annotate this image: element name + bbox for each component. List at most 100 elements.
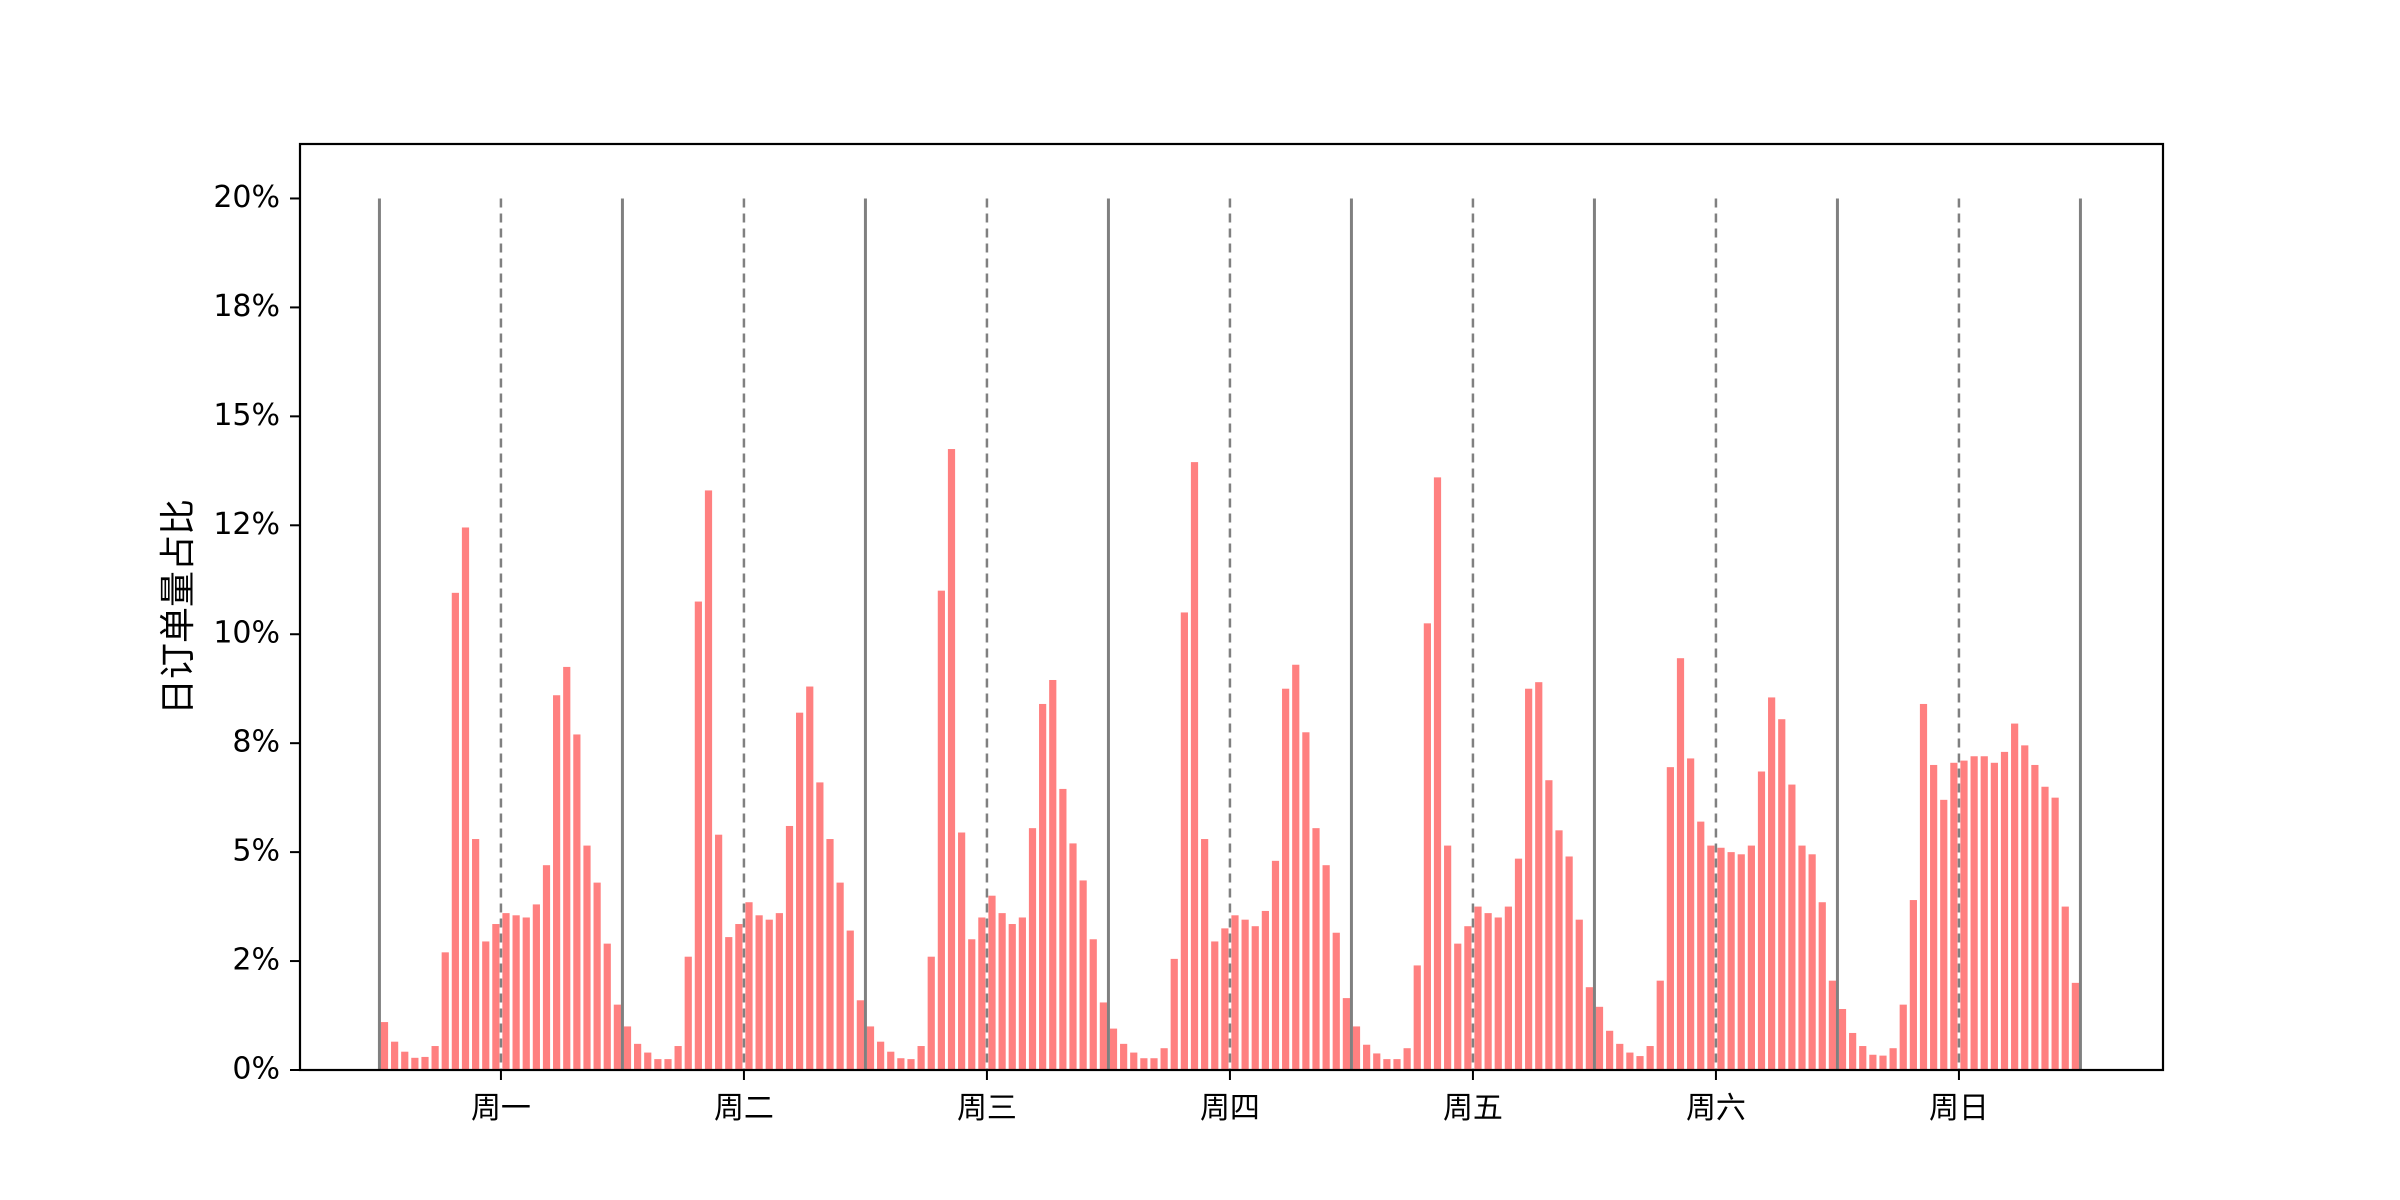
bar-周五-h7 bbox=[1423, 623, 1431, 1070]
bar-周三-h13 bbox=[998, 913, 1006, 1070]
bar-周四-h21 bbox=[1322, 865, 1330, 1070]
bar-周三-h14 bbox=[1008, 924, 1016, 1070]
bar-周三-h4 bbox=[907, 1059, 915, 1070]
bar-周六-h14 bbox=[1737, 854, 1745, 1070]
bar-周五-h5 bbox=[1403, 1048, 1411, 1070]
bar-周五-h2 bbox=[1373, 1053, 1381, 1070]
bar-周四-h8 bbox=[1190, 462, 1199, 1070]
bar-周一-h9 bbox=[472, 839, 480, 1070]
bar-周六-h3 bbox=[1626, 1052, 1634, 1070]
bar-周二-h2 bbox=[644, 1052, 652, 1070]
bar-周三-h11 bbox=[978, 917, 986, 1070]
bar-周三-h21 bbox=[1079, 880, 1087, 1070]
bar-周三-h23 bbox=[1099, 1002, 1107, 1070]
bar-周六-h1 bbox=[1606, 1030, 1614, 1070]
bar-周六-h6 bbox=[1656, 980, 1664, 1070]
bar-周六-h17 bbox=[1768, 697, 1776, 1070]
bar-周五-h3 bbox=[1383, 1059, 1391, 1070]
bar-周日-h2 bbox=[1859, 1046, 1867, 1070]
bar-周一-h16 bbox=[542, 865, 551, 1070]
bar-周六-h22 bbox=[1818, 902, 1826, 1070]
bar-周四-h16 bbox=[1271, 860, 1280, 1070]
bar-周一-h4 bbox=[421, 1056, 429, 1070]
bar-周日-h20 bbox=[2041, 786, 2049, 1070]
bar-周二-h17 bbox=[796, 712, 804, 1070]
bar-周日-h4 bbox=[1879, 1055, 1887, 1070]
bar-周六-h21 bbox=[1808, 854, 1816, 1070]
x-tick-label: 周五 bbox=[1443, 1091, 1503, 1126]
bar-周日-h15 bbox=[1990, 762, 1998, 1070]
y-tick-label: 10% bbox=[213, 616, 280, 651]
bar-周一-h1 bbox=[391, 1041, 399, 1070]
bar-周二-h18 bbox=[806, 686, 814, 1070]
bar-周一-h13 bbox=[512, 915, 520, 1070]
bar-周一-h15 bbox=[532, 904, 540, 1070]
bar-周四-h4 bbox=[1150, 1058, 1158, 1070]
bar-周一-h17 bbox=[553, 695, 561, 1070]
bar-周六-h20 bbox=[1798, 845, 1806, 1070]
bar-周一-h14 bbox=[522, 917, 530, 1070]
bar-周五-h19 bbox=[1545, 780, 1553, 1070]
bar-周日-h23 bbox=[2071, 982, 2079, 1070]
bar-周五-h18 bbox=[1535, 682, 1543, 1070]
bar-周二-h20 bbox=[826, 839, 834, 1070]
bar-周四-h6 bbox=[1170, 958, 1178, 1070]
bar-周五-h10 bbox=[1454, 943, 1462, 1070]
bar-周四-h18 bbox=[1292, 664, 1300, 1070]
bar-周五-h16 bbox=[1514, 858, 1523, 1070]
bar-周三-h5 bbox=[917, 1046, 925, 1070]
bar-周四-h11 bbox=[1221, 928, 1229, 1070]
bar-周四-h14 bbox=[1251, 926, 1259, 1070]
bar-周三-h2 bbox=[887, 1051, 895, 1070]
x-tick-label: 周日 bbox=[1929, 1091, 1989, 1126]
bar-周五-h22 bbox=[1575, 919, 1583, 1070]
bar-周日-h7 bbox=[1909, 900, 1917, 1070]
bar-周二-h3 bbox=[654, 1059, 662, 1070]
bar-周二-h12 bbox=[745, 902, 753, 1070]
bar-周五-h17 bbox=[1525, 688, 1533, 1070]
bar-周三-h7 bbox=[937, 590, 945, 1070]
bar-周日-h17 bbox=[2011, 723, 2019, 1070]
bar-周二-h11 bbox=[735, 924, 743, 1070]
bar-周四-h7 bbox=[1180, 612, 1188, 1070]
bar-周六-h0 bbox=[1595, 1006, 1604, 1070]
bar-周五-h23 bbox=[1585, 987, 1593, 1070]
bar-周一-h19 bbox=[573, 734, 581, 1070]
bar-周日-h1 bbox=[1849, 1032, 1857, 1070]
bar-周五-h13 bbox=[1484, 913, 1492, 1070]
bar-周日-h18 bbox=[2021, 745, 2029, 1070]
bar-周五-h6 bbox=[1413, 965, 1421, 1070]
bar-周四-h12 bbox=[1231, 915, 1239, 1070]
bar-周日-h14 bbox=[1980, 756, 1988, 1070]
bar-周二-h1 bbox=[634, 1043, 642, 1070]
bar-周六-h12 bbox=[1717, 847, 1725, 1070]
bar-周三-h18 bbox=[1049, 679, 1057, 1070]
plot-area-frame bbox=[298, 142, 2165, 1072]
bar-周日-h13 bbox=[1970, 756, 1978, 1070]
bar-周四-h20 bbox=[1312, 828, 1320, 1070]
bar-周六-h15 bbox=[1747, 845, 1755, 1070]
bar-周四-h5 bbox=[1160, 1048, 1168, 1070]
bar-周二-h6 bbox=[684, 956, 692, 1070]
y-tick-label: 2% bbox=[232, 943, 280, 978]
bar-周四-h19 bbox=[1302, 732, 1310, 1070]
y-tick-label: 12% bbox=[213, 507, 280, 542]
bar-周四-h0 bbox=[1109, 1028, 1118, 1070]
bar-周三-h16 bbox=[1028, 828, 1037, 1070]
x-tick-label: 周四 bbox=[1200, 1091, 1260, 1126]
bar-周四-h13 bbox=[1241, 919, 1249, 1070]
bar-周六-h7 bbox=[1666, 767, 1674, 1070]
bar-周日-h5 bbox=[1889, 1048, 1897, 1070]
bar-周日-h12 bbox=[1960, 760, 1968, 1070]
bar-周二-h4 bbox=[664, 1059, 672, 1070]
bar-周二-h22 bbox=[846, 930, 854, 1070]
bar-周日-h3 bbox=[1869, 1054, 1877, 1070]
bar-周一-h8 bbox=[461, 527, 470, 1070]
bar-周五-h8 bbox=[1433, 477, 1442, 1070]
y-axis: 0% 2% 5% 8% 10% 12% 15% 18% 20% bbox=[213, 180, 300, 1087]
bar-周六-h8 bbox=[1676, 658, 1685, 1070]
bar-周二-h14 bbox=[765, 919, 773, 1070]
bar-周一-h11 bbox=[492, 924, 500, 1070]
bar-周五-h14 bbox=[1494, 917, 1502, 1070]
bar-周三-h9 bbox=[958, 832, 966, 1070]
